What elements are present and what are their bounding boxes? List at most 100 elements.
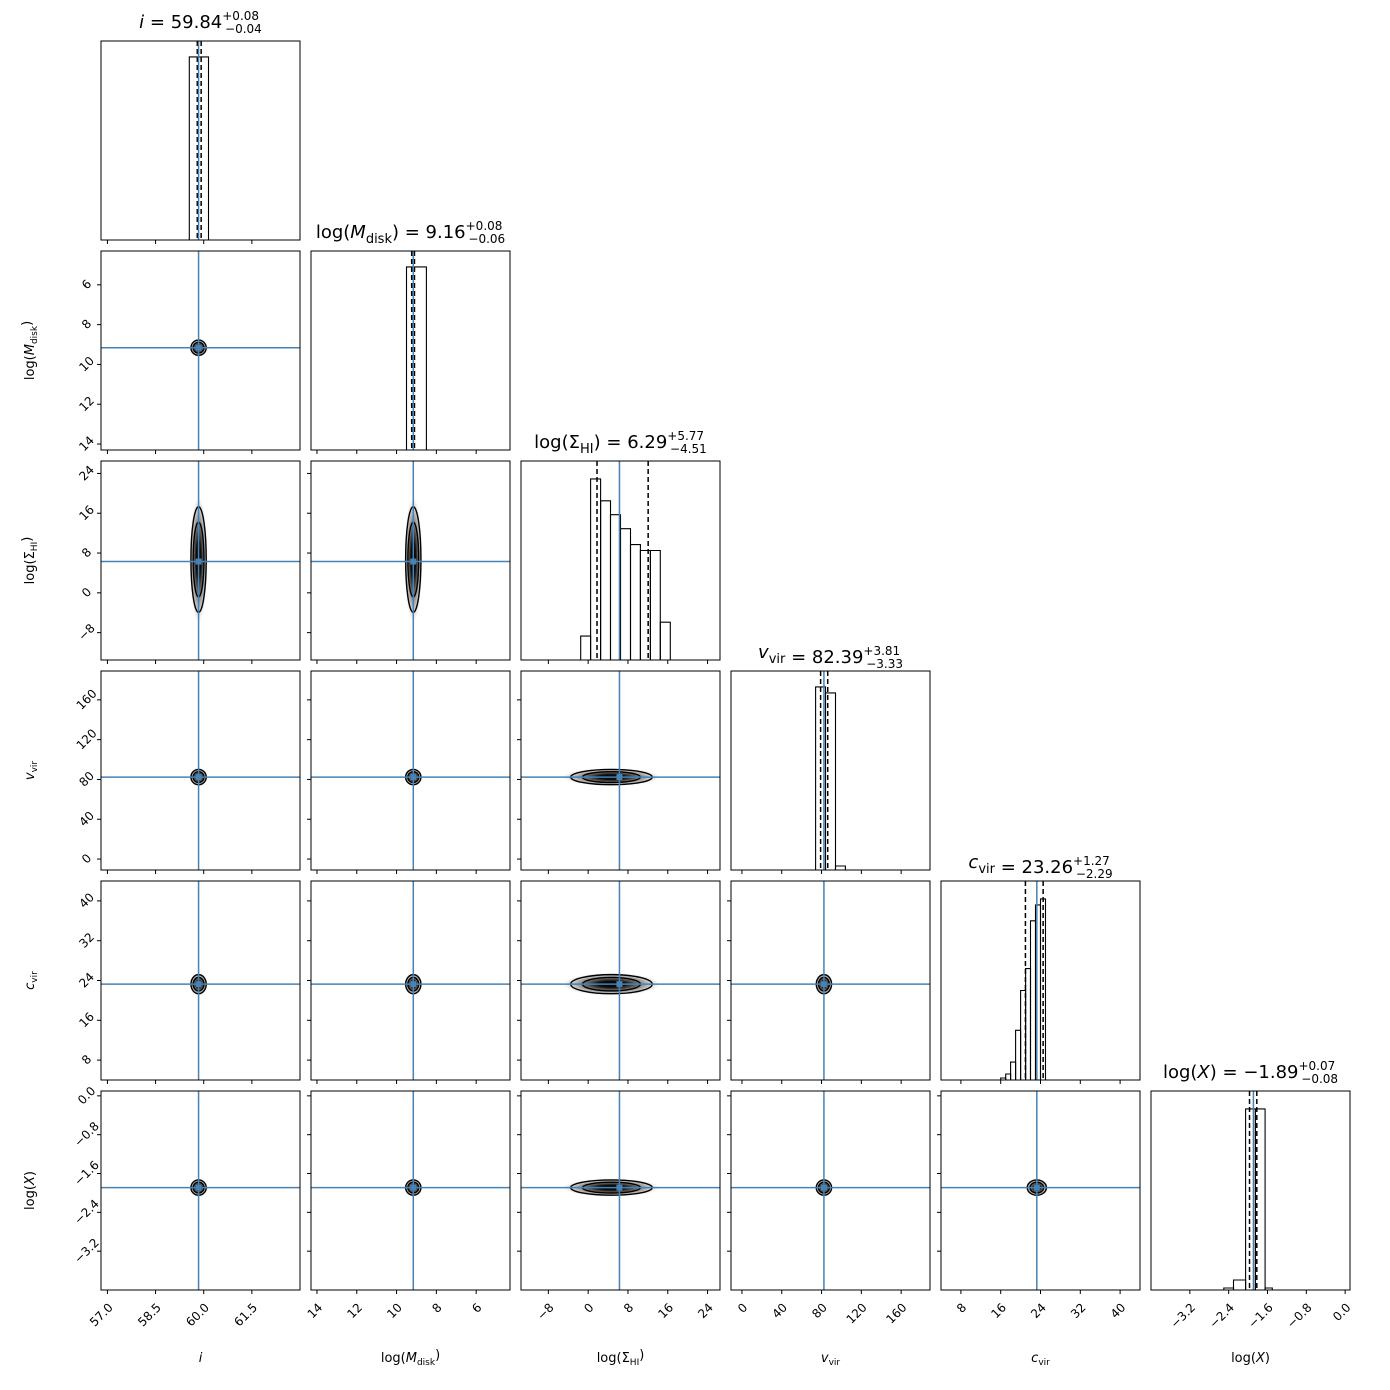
hist-bar-log_mdisk-0 [405,266,427,450]
axis-label-log_mdisk-bottom: log(Mdisk) [381,1348,440,1368]
truth-point-log_x-vs-c_vir [1033,1184,1040,1191]
panel-frame [520,460,721,661]
panel-frame [100,250,301,451]
axis-label-log_x-left: log(X) [23,1171,38,1210]
title-i: i = 59.84+0.08 −0.04 [139,9,262,36]
hist-bar-v_vir-1 [824,692,837,870]
axis-label-log_sigma_hi-bottom: log(ΣHI) [597,1348,645,1368]
hist-bar-c_vir-1 [1005,1073,1012,1080]
panel-log_mdisk-vs-i [97,250,301,454]
xtick-label-log_mdisk-0: 14 [305,1300,326,1321]
xtick-label-log_sigma_hi-2: 8 [621,1300,636,1315]
hist-bar-log_sigma_hi-5 [629,544,641,660]
hist-bar-c_vir-5 [1025,968,1032,1080]
panel-c_vir-vs-v_vir [727,880,931,1084]
axis-label-c_vir-left: cvir [23,971,40,990]
truth-point-log_x-vs-i [195,1184,202,1191]
ytick-label-c_vir-3: 32 [76,930,97,951]
hist-bar-log_sigma_hi-8 [659,621,671,660]
panel-log_x-vs-i [97,1090,301,1294]
truth-point-log_mdisk-vs-i [195,344,202,351]
hist-bar-log_sigma_hi-1 [590,478,602,660]
panel-log_sigma_hi-vs-log_mdisk [307,460,511,664]
axis-label-c_vir-bottom: cvir [1031,1351,1050,1368]
hist-bar-c_vir-2 [1010,1061,1017,1080]
title-v_vir: vvir = 82.39+3.81 −3.33 [758,642,903,671]
panel-frame [310,460,511,661]
panel-v_vir-vs-log_sigma_hi [517,670,721,874]
ytick-label-log_mdisk-4: 14 [76,433,97,454]
xtick-label-log_mdisk-2: 10 [384,1300,405,1321]
hist-bar-v_vir-2 [834,865,846,870]
ytick-label-v_vir-4: 160 [74,686,100,712]
truth-point-c_vir-vs-log_sigma_hi [616,981,623,988]
hist-panel-log_x [1150,1090,1351,1294]
ytick-label-log_sigma_hi-0: −8 [75,621,97,643]
xtick-label-c_vir-0: 8 [954,1300,969,1315]
xtick-label-log_x-0: −3.2 [1168,1300,1199,1331]
xtick-label-log_mdisk-1: 12 [344,1300,365,1321]
xtick-label-log_sigma_hi-1: 0 [581,1300,596,1315]
title-c_vir: cvir = 23.26+1.27 −2.29 [968,852,1112,881]
hist-bar-log_x-3 [1254,1108,1266,1290]
truth-point-c_vir-vs-log_mdisk [410,981,417,988]
ytick-label-c_vir-0: 8 [79,1052,94,1067]
hist-bar-c_vir-6 [1029,920,1037,1080]
ytick-label-c_vir-2: 24 [76,970,97,991]
truth-point-v_vir-vs-i [195,774,202,781]
ytick-label-log_x-4: 0.0 [75,1084,98,1107]
xtick-label-log_x-1: −2.4 [1206,1300,1237,1331]
xtick-label-v_vir-1: 40 [769,1300,790,1321]
xtick-label-log_mdisk-4: 6 [469,1300,484,1315]
hist-bar-log_sigma_hi-2 [600,500,612,660]
panel-log_x-vs-log_mdisk [307,1090,511,1294]
ytick-label-log_sigma_hi-3: 16 [76,503,97,524]
xtick-label-log_sigma_hi-0: −8 [534,1300,556,1322]
xtick-label-log_x-4: 0.0 [1330,1300,1353,1323]
panel-frame [730,1090,931,1291]
truth-point-v_vir-vs-log_mdisk [410,774,417,781]
truth-point-v_vir-vs-log_sigma_hi [616,774,623,781]
xtick-label-v_vir-0: 0 [735,1300,750,1315]
panel-v_vir-vs-i [97,670,301,874]
panel-log_x-vs-c_vir [937,1090,1141,1294]
ytick-label-log_mdisk-2: 10 [76,354,97,375]
panel-frame [100,1090,301,1291]
ytick-label-v_vir-2: 80 [76,769,97,790]
xtick-label-i-0: 57.0 [87,1300,116,1329]
panel-c_vir-vs-i [97,880,301,1084]
truth-point-log_x-vs-log_sigma_hi [616,1184,623,1191]
xtick-label-log_x-3: −0.8 [1284,1300,1315,1331]
panel-frame [310,250,511,451]
panel-log_x-vs-v_vir [727,1090,931,1294]
truth-point-log_sigma_hi-vs-log_mdisk [410,558,417,565]
ytick-label-v_vir-0: 0 [79,851,94,866]
hist-bar-log_x-1 [1232,1279,1247,1290]
hist-bar-log_x-4 [1264,1287,1273,1290]
ytick-label-c_vir-1: 16 [76,1010,97,1031]
axis-label-v_vir-left: vvir [23,761,40,781]
panel-frame [520,670,721,871]
xtick-label-i-1: 58.5 [135,1300,164,1329]
truth-point-log_x-vs-log_mdisk [410,1184,417,1191]
axis-label-log_x-bottom: log(X) [1231,1351,1270,1366]
panel-v_vir-vs-log_mdisk [307,670,511,874]
xtick-label-v_vir-2: 80 [809,1300,830,1321]
xtick-label-c_vir-4: 40 [1108,1300,1129,1321]
xtick-label-i-2: 60.0 [183,1300,212,1329]
hist-panel-log_sigma_hi [520,460,721,664]
ytick-label-v_vir-1: 40 [76,809,97,830]
xtick-label-v_vir-4: 160 [883,1300,909,1326]
panel-frame [1150,1090,1351,1291]
truth-point-log_x-vs-v_vir [820,1184,827,1191]
xtick-label-log_x-2: −1.6 [1245,1300,1276,1331]
hist-panel-i [100,40,301,244]
ytick-label-log_sigma_hi-4: 24 [76,463,97,484]
axis-label-log_mdisk-left: log(Mdisk) [20,321,40,380]
panel-frame [100,40,301,241]
panel-c_vir-vs-log_sigma_hi [517,880,721,1084]
panel-log_sigma_hi-vs-i [97,460,301,664]
hist-panel-v_vir [730,670,931,874]
xtick-label-log_sigma_hi-4: 24 [695,1300,716,1321]
xtick-label-c_vir-3: 32 [1068,1300,1089,1321]
